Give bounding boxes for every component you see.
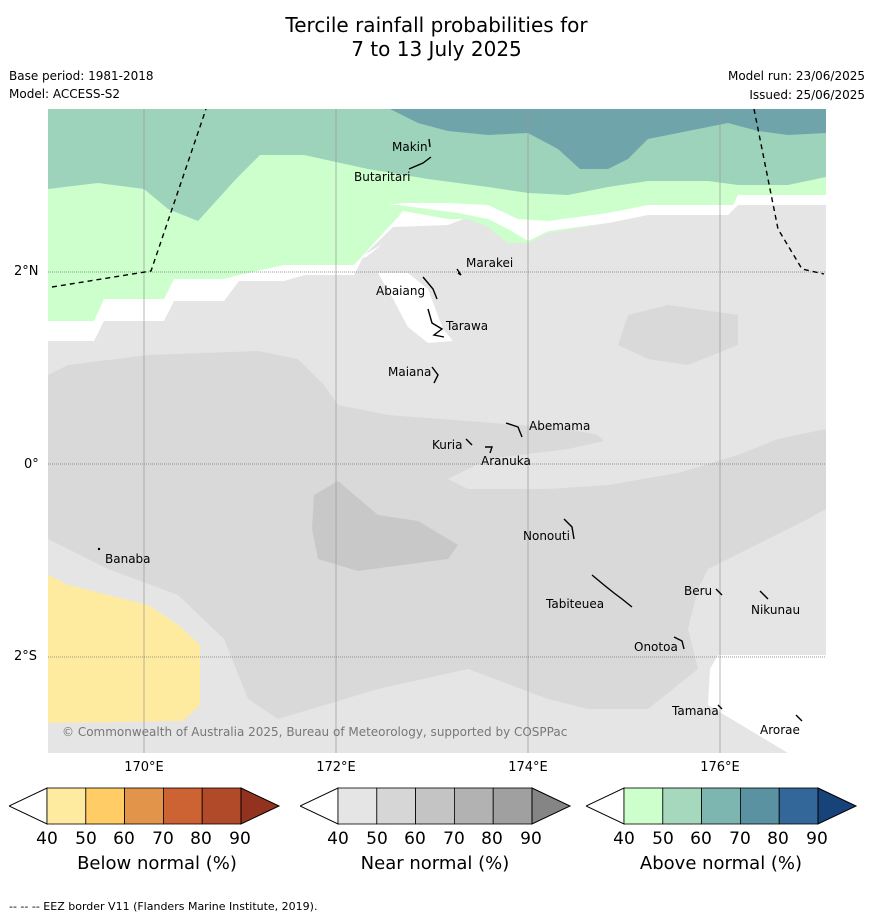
place-makin: Makin [392,140,428,154]
tick-label: 80 [190,829,212,849]
latitude-lines [48,271,826,658]
place-nonouti: Nonouti [523,529,570,543]
colorbar-below-label: Below normal (%) [77,853,237,874]
colorbar-cell [739,787,780,825]
tick-label: 70 [729,829,751,849]
colorbar-cell [453,787,494,825]
issued-date: Issued: 25/06/2025 [749,88,865,102]
base-period: Base period: 1981-2018 [9,69,154,83]
chart-title-line2: 7 to 13 July 2025 [351,37,522,61]
place-tamana: Tamana [671,704,719,718]
place-kuria: Kuria [432,438,463,452]
forecast-map: Makin Butaritari Marakei Abaiang Tarawa … [48,109,826,753]
above-normal-60-region [390,109,826,169]
colorbar-extend-tip [531,787,572,825]
colorbar-cell [85,787,126,825]
place-abemama: Abemama [529,419,590,433]
tick-label: 70 [152,829,174,849]
colorbar-cell [492,787,533,825]
tick-label: 80 [481,829,503,849]
lon-label-172e: 172°E [316,760,356,775]
colorbar-cell [201,787,242,825]
white-gap-above [388,195,826,241]
tick-label: 50 [75,829,97,849]
near-normal-60-region [312,481,458,571]
model-run-date: Model run: 23/06/2025 [727,69,865,83]
white-gap-south-east [708,655,826,753]
place-aranuka: Aranuka [481,454,531,468]
colorbar-cell [46,787,87,825]
white-lobe-tarawa [378,273,453,343]
lat-label-2n: 2°N [14,264,39,279]
tick-label: 80 [767,829,789,849]
tick-label: 40 [613,829,635,849]
colorbar-cell [415,787,455,825]
tick-label: 40 [327,829,349,849]
place-nikunau: Nikunau [751,603,800,617]
tick-label: 50 [366,829,388,849]
eez-legend-note: -- -- -- EEZ border V11 (Flanders Marine… [9,900,318,913]
tick-label: 70 [443,829,465,849]
tick-label: 50 [652,829,674,849]
place-tarawa: Tarawa [445,319,488,333]
place-tabiteuea: Tabiteuea [545,597,604,611]
lon-label-174e: 174°E [508,760,548,775]
model-name: Model: ACCESS-S2 [9,87,121,101]
copyright-notice: © Commonwealth of Australia 2025, Bureau… [62,725,567,739]
colorbar-extend-tip [817,787,858,825]
place-abaiang: Abaiang [376,284,425,298]
colorbar-cell [778,787,819,825]
place-butaritari: Butaritari [354,170,411,184]
colorbar-cell [337,787,378,825]
lon-label-170e: 170°E [124,760,164,775]
tick-label: 90 [520,829,542,849]
graticule [143,109,721,753]
colorbar-cell [623,787,664,825]
colorbar-near-normal [298,787,572,829]
colorbar-below-normal [7,787,281,829]
colorbar-cell [162,787,203,825]
lon-label-176e: 176°E [700,760,740,775]
colorbar-extend-tip [240,787,281,825]
tick-label: 60 [404,829,426,849]
colorbar-above-normal [584,787,858,829]
colorbar-cell [662,787,703,825]
place-onotoa: Onotoa [634,640,678,654]
place-banaba: Banaba [105,552,151,566]
place-maiana: Maiana [388,365,431,379]
tick-label: 40 [36,829,58,849]
lat-label-2s: 2°S [14,649,38,664]
lat-label-0: 0° [24,457,39,472]
colorbar-cell [124,787,164,825]
tick-label: 90 [806,829,828,849]
near-normal-50-region-east [618,305,738,365]
below-normal-40-region [48,575,200,723]
place-beru: Beru [684,584,712,598]
island-outlines [97,138,803,722]
colorbar-cell [376,787,417,825]
tick-label: 60 [690,829,712,849]
colorbar-near-label: Near normal (%) [360,853,510,874]
colorbar-above-label: Above normal (%) [639,853,803,874]
chart-title-line1: Tercile rainfall probabilities for [285,13,588,37]
eez-border [51,109,825,288]
place-marakei: Marakei [466,256,513,270]
place-arorae: Arorae [760,723,800,737]
tick-label: 60 [113,829,135,849]
colorbar-cell [701,787,741,825]
tick-label: 90 [229,829,251,849]
